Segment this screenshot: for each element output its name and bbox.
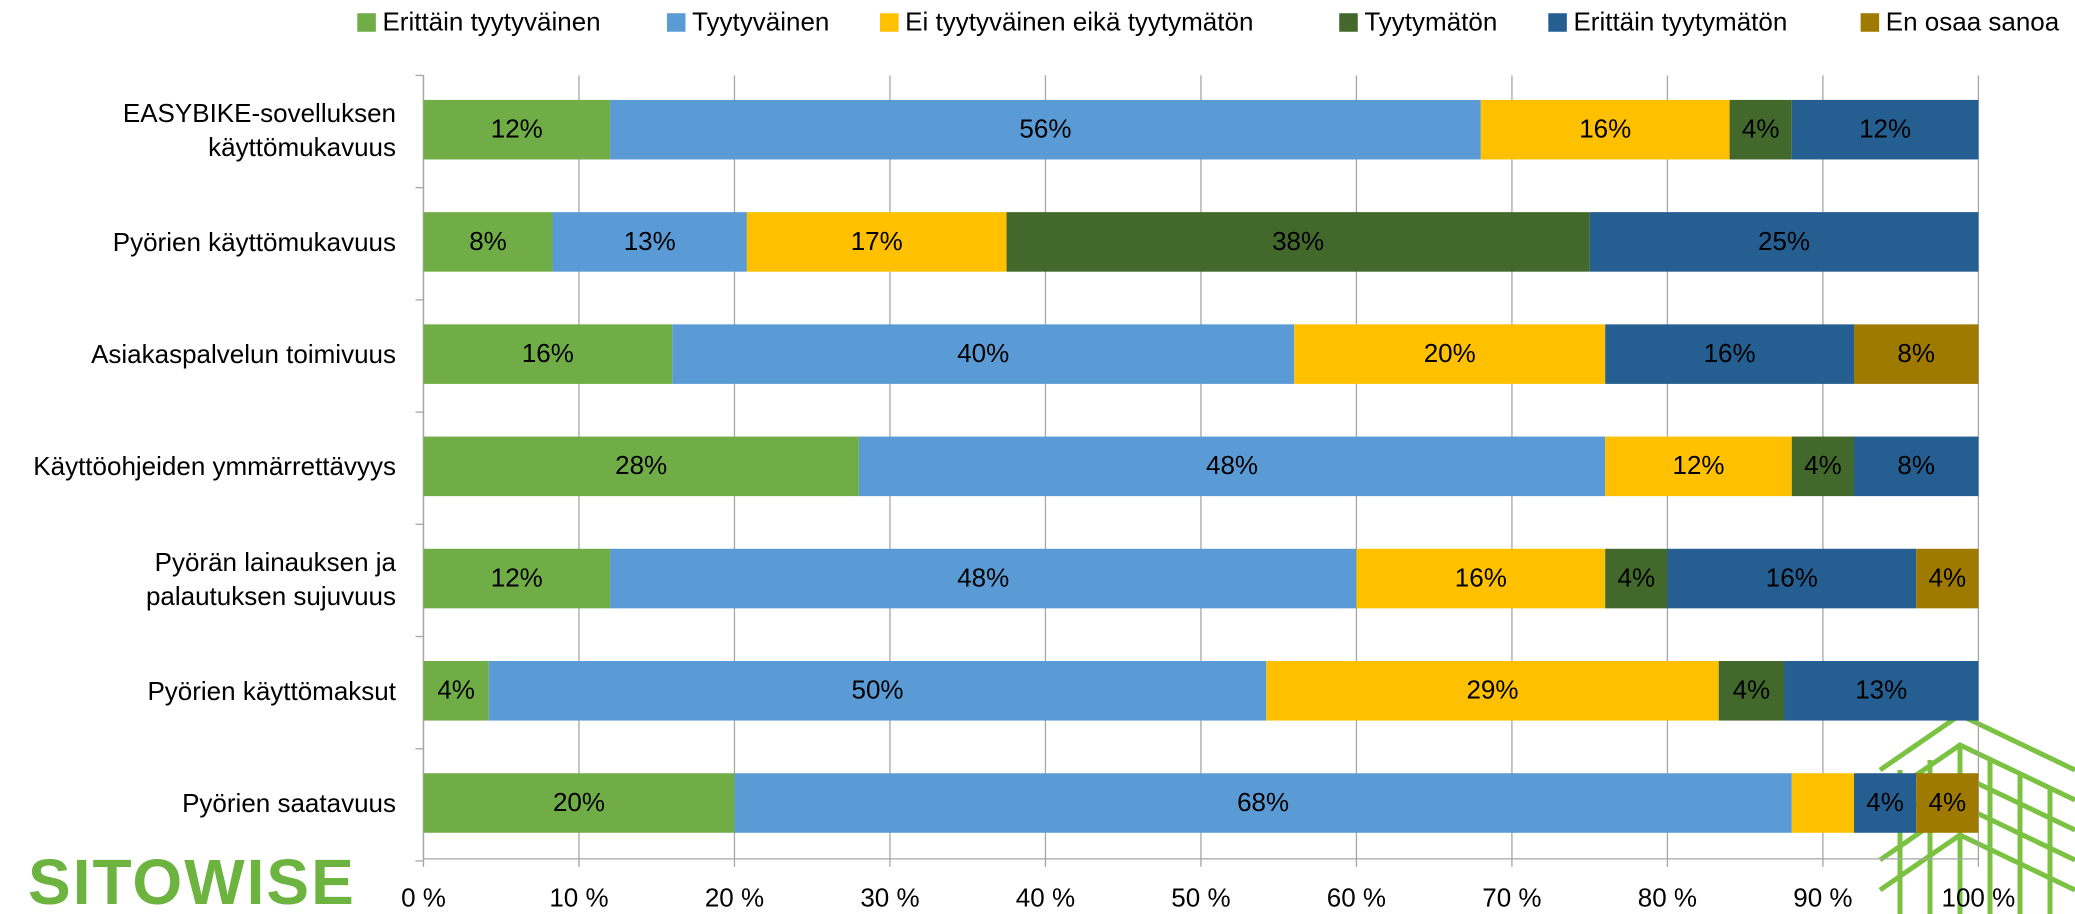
- data-label: 12%: [1672, 450, 1724, 480]
- x-tick-label: 10 %: [549, 883, 608, 913]
- legend-label: Ei tyytyväinen eikä tyytymätön: [905, 7, 1253, 37]
- x-tick-label: 40 %: [1016, 883, 1075, 913]
- data-label: 20%: [553, 787, 605, 817]
- y-tick-label: Pyörien käyttömukavuus: [0, 225, 396, 259]
- x-tick-label: 20 %: [705, 883, 764, 913]
- data-label: 12%: [1859, 114, 1911, 144]
- legend-label: Tyytyväinen: [692, 7, 829, 37]
- legend-swatch: [357, 13, 376, 32]
- y-tick-label: Asiakaspalvelun toimivuus: [0, 337, 396, 371]
- data-label: 17%: [851, 226, 903, 256]
- data-label: 16%: [1579, 114, 1631, 144]
- data-label: 4%: [1866, 787, 1904, 817]
- data-label: 48%: [1206, 450, 1258, 480]
- data-label: 4%: [1804, 450, 1842, 480]
- data-label: 16%: [1766, 562, 1818, 592]
- data-label: 28%: [615, 450, 667, 480]
- x-tick-label: 100 %: [1942, 883, 2016, 913]
- legend-swatch: [667, 13, 686, 32]
- data-label: 8%: [469, 226, 507, 256]
- y-tick-label: Pyörien saatavuus: [0, 786, 396, 820]
- data-label: 4%: [1929, 787, 1967, 817]
- legend-swatch: [1861, 13, 1880, 32]
- data-label: 4%: [437, 675, 475, 705]
- x-tick-label: 30 %: [860, 883, 919, 913]
- x-tick-label: 0 %: [401, 883, 446, 913]
- legend-swatch: [880, 13, 899, 32]
- x-tick-label: 60 %: [1327, 883, 1386, 913]
- data-label: 40%: [957, 338, 1009, 368]
- legend-swatch: [1339, 13, 1358, 32]
- data-label: 50%: [851, 675, 903, 705]
- data-label: 16%: [1704, 338, 1756, 368]
- legend-label: Tyytymätön: [1364, 7, 1497, 37]
- legend-label: En osaa sanoa: [1886, 7, 2060, 37]
- data-label: 4%: [1929, 562, 1967, 592]
- data-label: 4%: [1618, 562, 1656, 592]
- data-label: 4%: [1733, 675, 1771, 705]
- data-label: 16%: [1455, 562, 1507, 592]
- data-label: 12%: [491, 114, 543, 144]
- x-tick-label: 70 %: [1482, 883, 1541, 913]
- data-label: 25%: [1758, 226, 1810, 256]
- data-label: 16%: [522, 338, 574, 368]
- data-label: 8%: [1897, 338, 1935, 368]
- legend-swatch: [1548, 13, 1567, 32]
- x-tick-label: 90 %: [1793, 883, 1852, 913]
- data-label: 29%: [1466, 675, 1518, 705]
- x-tick-label: 80 %: [1638, 883, 1697, 913]
- data-label: 38%: [1272, 226, 1324, 256]
- bar-segment: [1792, 773, 1854, 833]
- y-tick-label: Pyörän lainauksen ja palautuksen sujuvuu…: [0, 545, 396, 613]
- logo: SITOWISE: [28, 846, 356, 914]
- legend-label: Erittäin tyytyväinen: [382, 7, 600, 37]
- y-tick-label: EASYBIKE-sovelluksen käyttömukavuus: [0, 96, 396, 164]
- y-tick-label: Pyörien käyttömaksut: [0, 674, 396, 708]
- data-label: 12%: [491, 562, 543, 592]
- data-label: 68%: [1237, 787, 1289, 817]
- data-label: 4%: [1742, 114, 1780, 144]
- page: SITOWISE 0 % 10 % 20 % 30 % 40 % 50 % 60 % 70 %…: [0, 0, 2075, 914]
- legend-label: Erittäin tyytymätön: [1573, 7, 1787, 37]
- y-tick-label: Käyttöohjeiden ymmärrettävyys: [0, 449, 396, 483]
- data-label: 13%: [1855, 675, 1907, 705]
- data-label: 20%: [1424, 338, 1476, 368]
- data-label: 48%: [957, 562, 1009, 592]
- data-label: 8%: [1897, 450, 1935, 480]
- data-label: 13%: [624, 226, 676, 256]
- x-tick-label: 50 %: [1171, 883, 1230, 913]
- data-label: 56%: [1019, 114, 1071, 144]
